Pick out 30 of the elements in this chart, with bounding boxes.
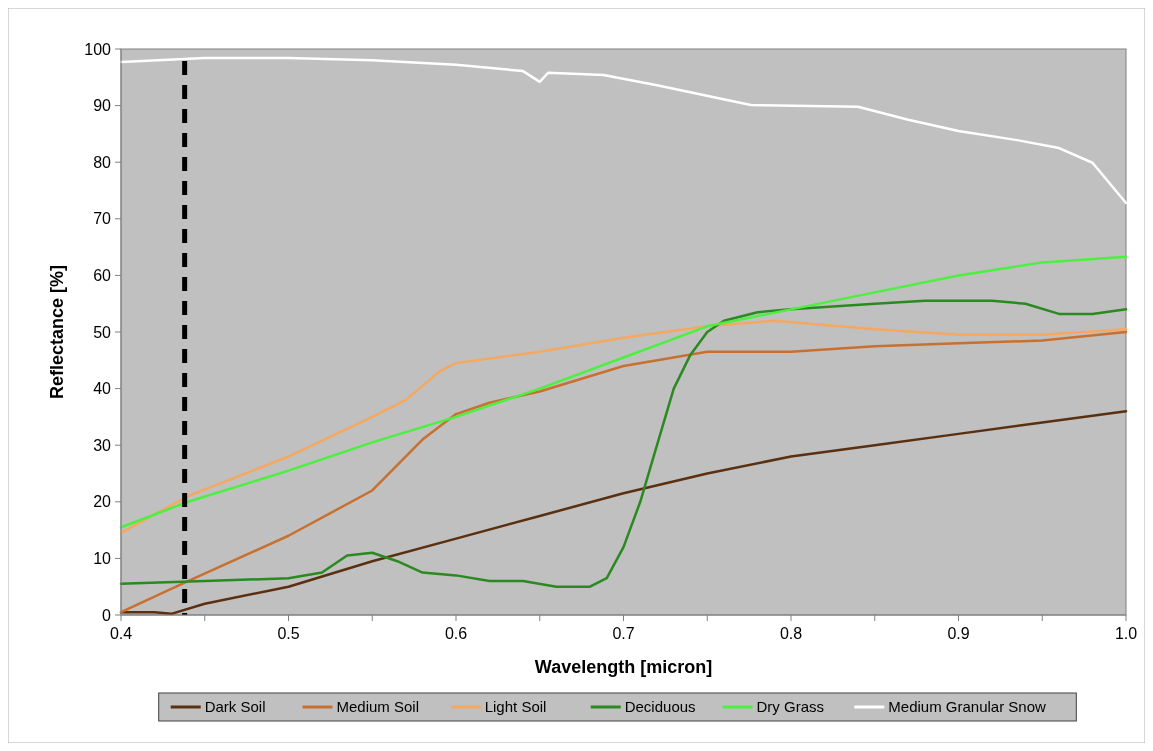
- y-tick-label: 0: [102, 606, 112, 624]
- y-tick-label: 100: [84, 40, 112, 58]
- y-axis-title: Reflectance [%]: [47, 264, 67, 400]
- y-tick-label: 80: [93, 153, 112, 171]
- line-series: [119, 56, 1128, 205]
- legend-label: Dry Grass: [756, 698, 824, 716]
- legend-label: Deciduous: [624, 698, 696, 716]
- y-tick-label: 90: [93, 97, 112, 115]
- x-tick-label: 0.7: [612, 625, 635, 642]
- y-tick-label: 50: [93, 323, 112, 341]
- y-tick-label: 10: [93, 550, 112, 567]
- legend-label: Light Soil: [484, 698, 547, 716]
- legend-label: Dark Soil: [204, 698, 266, 716]
- x-tick-label: 0.4: [109, 625, 133, 642]
- y-tick-label: 20: [93, 493, 112, 511]
- x-tick-label: 0.6: [444, 625, 468, 642]
- x-tick-label: 0.5: [277, 625, 300, 642]
- legend-label: Medium Granular Snow: [888, 698, 1047, 716]
- x-tick-label: 1.0: [1114, 625, 1138, 642]
- line-series: [119, 299, 1128, 588]
- x-tick-label: 0.8: [779, 625, 803, 642]
- x-tick-label: 0.9: [947, 625, 970, 642]
- line-series: [119, 319, 1128, 535]
- x-axis-title: Wavelength [micron]: [534, 657, 713, 677]
- y-tick-label: 30: [93, 436, 112, 454]
- y-tick-label: 70: [93, 210, 112, 228]
- line-series: [119, 255, 1128, 529]
- y-tick-label: 60: [93, 267, 112, 284]
- legend-label: Medium Soil: [336, 698, 420, 716]
- y-tick-label: 40: [93, 380, 112, 398]
